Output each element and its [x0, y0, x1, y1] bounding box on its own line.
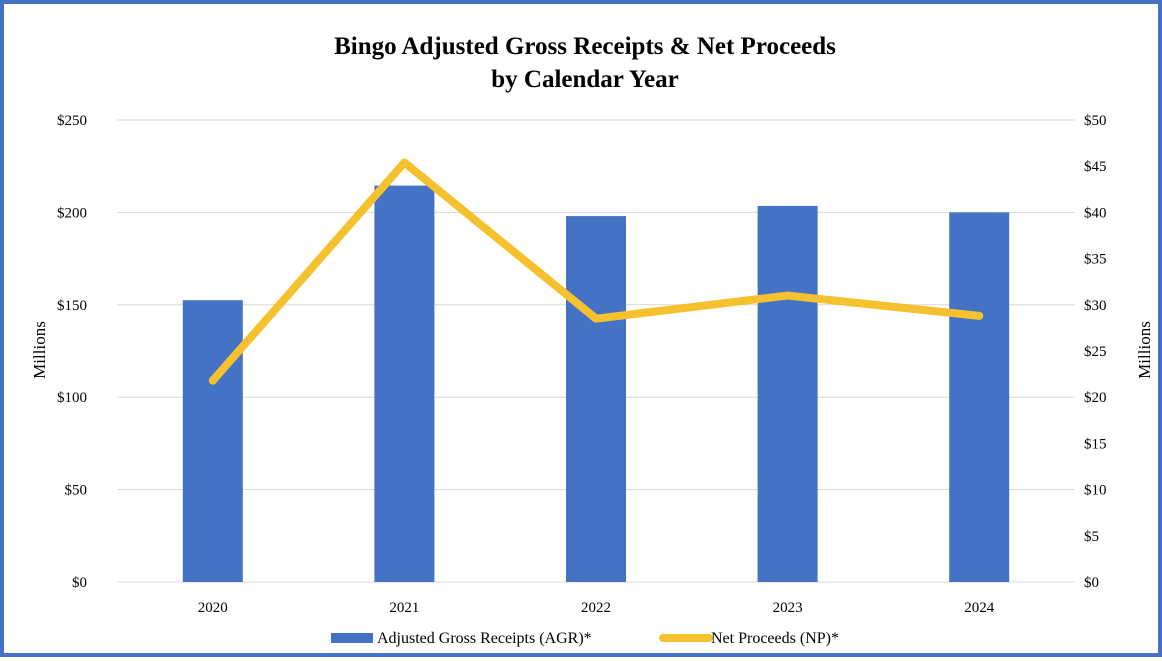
x-tick-label: 2020 — [198, 600, 228, 616]
chart-title-line-1: Bingo Adjusted Gross Receipts & Net Proc… — [334, 33, 836, 60]
right-tick-label: $50 — [1084, 113, 1107, 129]
right-tick-label: $30 — [1084, 298, 1107, 314]
right-tick-label: $25 — [1084, 344, 1107, 360]
legend: Adjusted Gross Receipts (AGR)* Net Proce… — [331, 630, 839, 647]
right-tick-label: $45 — [1084, 159, 1107, 175]
bars — [182, 185, 1010, 582]
x-tick-label: 2023 — [773, 600, 803, 616]
right-tick-label: $15 — [1084, 436, 1107, 452]
bar-agr-2021 — [374, 185, 435, 582]
bar-agr-2023 — [757, 205, 818, 582]
np-point-2021 — [400, 158, 409, 167]
left-axis-title: Millions — [30, 321, 49, 379]
axes: $0 $50 $100 $150 $200 $250 $0 $5 $10 $15 $20 $25 $30… — [57, 113, 1107, 616]
np-point-2022 — [592, 314, 600, 323]
legend-swatch-agr — [331, 633, 373, 643]
right-tick-label: $0 — [1084, 575, 1099, 591]
right-tick-label: $40 — [1084, 205, 1107, 221]
legend-label-np: Net Proceeds (NP)* — [711, 630, 839, 647]
bar-agr-2022 — [566, 216, 626, 582]
right-tick-label: $5 — [1084, 529, 1099, 545]
left-tick-label: $0 — [72, 575, 87, 591]
left-tick-label: $150 — [57, 298, 87, 314]
right-axis-title: Millions — [1135, 321, 1154, 379]
right-tick-label: $20 — [1084, 390, 1107, 406]
bar-agr-2020 — [182, 300, 243, 582]
left-tick-label: $50 — [65, 483, 88, 499]
x-tick-label: 2022 — [581, 600, 611, 616]
x-tick-label: 2024 — [964, 600, 995, 616]
legend-label-agr: Adjusted Gross Receipts (AGR)* — [377, 630, 592, 647]
bar-agr-2024 — [949, 212, 1010, 582]
x-tick-label: 2021 — [389, 600, 419, 616]
right-tick-label: $10 — [1084, 483, 1107, 499]
left-tick-label: $100 — [57, 390, 87, 406]
np-point-2024 — [975, 311, 984, 320]
net-proceeds-line-group — [208, 158, 984, 385]
chart-svg: $0 $50 $100 $150 $200 $250 $0 $5 $10 $15 $20 $25 $30… — [30, 33, 1154, 647]
chart-title-line-2: by Calendar Year — [491, 66, 679, 93]
left-tick-label: $250 — [57, 113, 87, 129]
np-point-2023 — [783, 291, 792, 300]
np-point-2020 — [208, 376, 217, 385]
left-tick-label: $200 — [57, 205, 87, 221]
right-tick-label: $35 — [1084, 252, 1107, 268]
